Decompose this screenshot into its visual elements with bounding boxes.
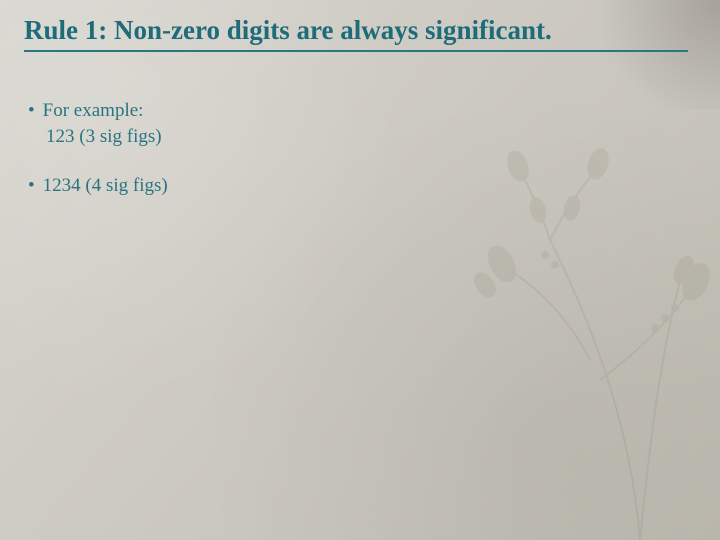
bullet-item: • 1234 (4 sig figs) [28, 173, 660, 199]
bullet-dot-icon: • [28, 98, 35, 124]
bullet-text: 1234 (4 sig figs) [43, 173, 168, 199]
slide: Rule 1: Non-zero digits are always signi… [0, 0, 720, 540]
bullet-text: For example: [43, 98, 144, 124]
title-underline [24, 50, 688, 52]
slide-title: Rule 1: Non-zero digits are always signi… [24, 14, 696, 46]
background-texture [0, 0, 720, 540]
bullet-dot-icon: • [28, 173, 35, 199]
slide-body: • For example: 123 (3 sig figs) • 1234 (… [28, 98, 660, 223]
bullet-item: • For example: 123 (3 sig figs) [28, 98, 660, 149]
bullet-subtext: 123 (3 sig figs) [46, 124, 660, 150]
